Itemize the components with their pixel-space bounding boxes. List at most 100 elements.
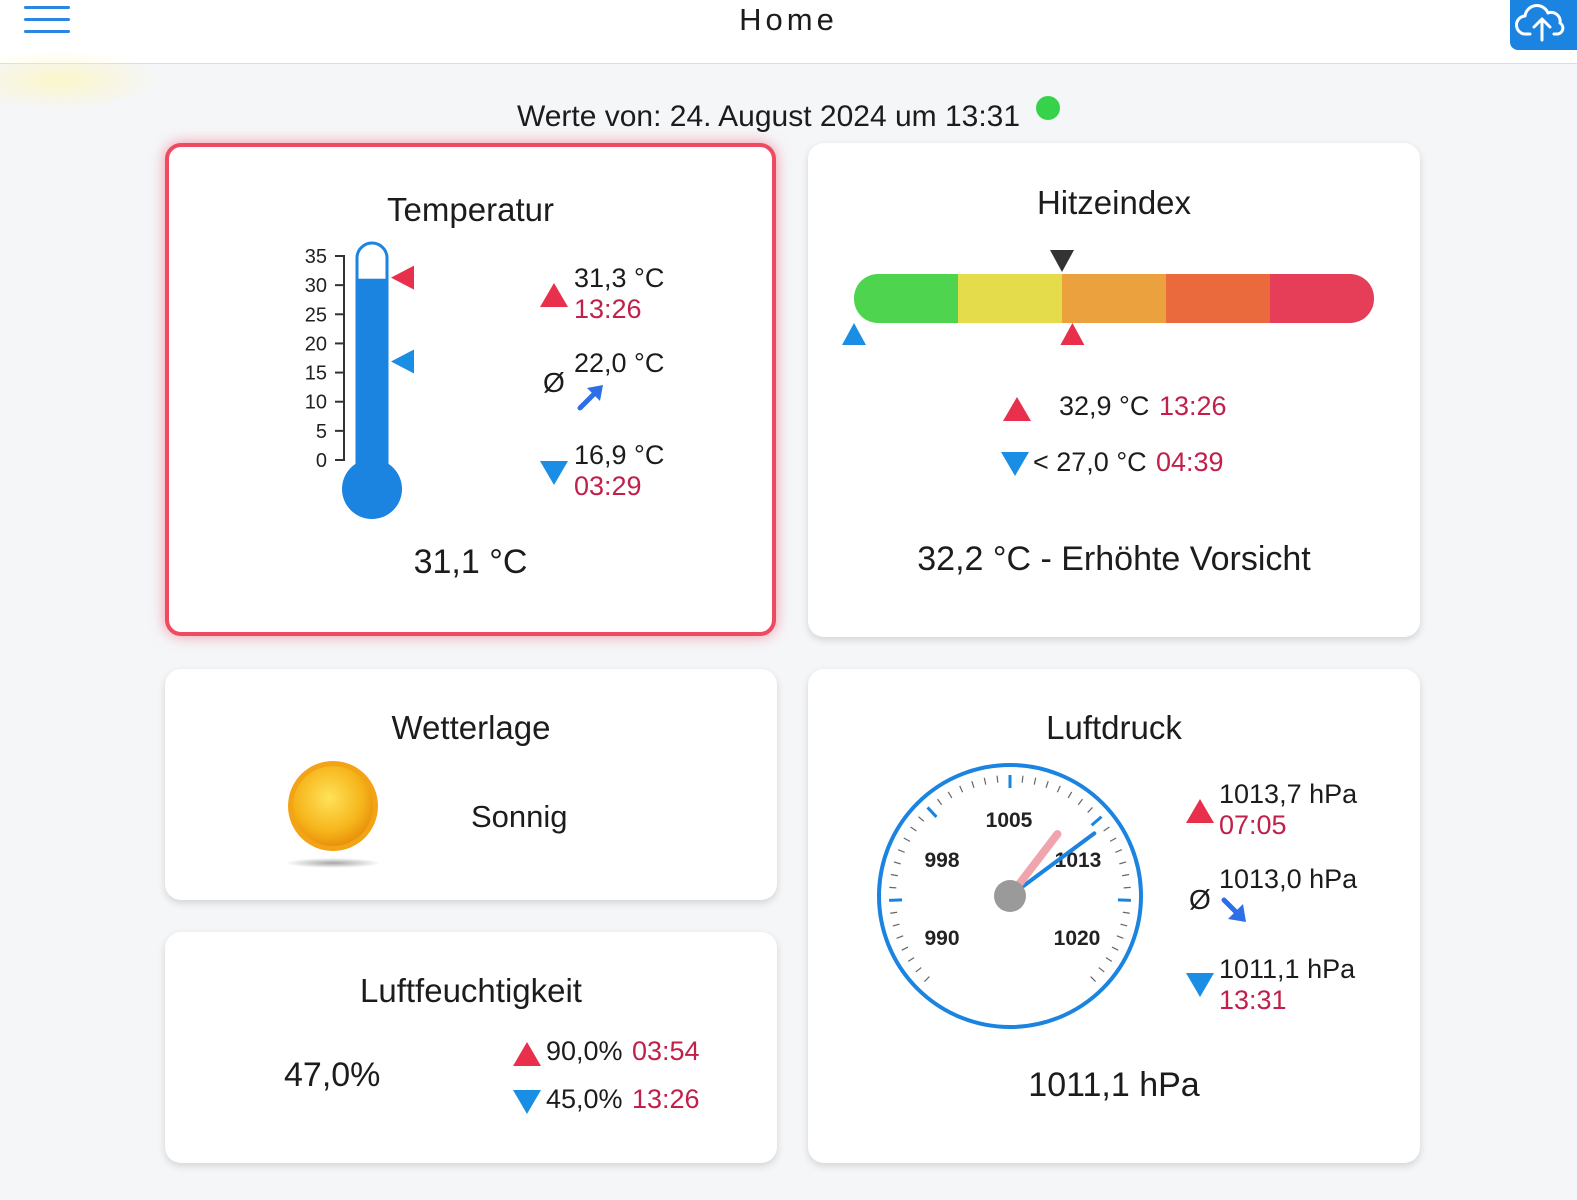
humidity-title: Luftfeuchtigkeit — [360, 972, 582, 1009]
gauge-tick — [1090, 976, 1096, 982]
scale-tick-label: 10 — [305, 392, 327, 414]
heat-index-max-time: 13:26 — [1159, 391, 1227, 421]
temperature-min-time: 03:29 — [574, 471, 642, 501]
gauge-tick — [897, 849, 905, 853]
heat-index-scale — [842, 250, 1374, 345]
gauge-tick — [915, 967, 922, 973]
menu-icon[interactable] — [24, 4, 70, 36]
gauge-tick — [971, 781, 975, 789]
gauge-tick — [890, 911, 898, 914]
gauge-label: 1020 — [1054, 927, 1101, 950]
humidity-current: 47,0% — [284, 1056, 381, 1094]
average-symbol: Ø — [543, 367, 565, 398]
temperature-avg-value: 22,0 °C — [574, 348, 665, 378]
gauge-tick — [1122, 873, 1130, 877]
heat-index-segment — [958, 274, 1063, 323]
scale-tick-label: 25 — [305, 304, 327, 326]
arrow-down-right-icon — [1221, 897, 1246, 922]
gauge-tick — [924, 976, 930, 982]
weather-condition: Sonnig — [471, 799, 568, 834]
max-arrow-icon — [513, 1042, 541, 1066]
thermometer: 35 30 25 20 15 10 5 0 — [305, 241, 414, 519]
gauge-label: 998 — [924, 849, 959, 872]
scale-tick-label: 30 — [305, 275, 327, 297]
temperature-current: 31,1 °C — [413, 543, 528, 581]
gauge-tick — [983, 777, 987, 785]
gauge-tick — [1087, 807, 1093, 813]
gauge-tick — [907, 957, 915, 962]
gauge-label: 990 — [924, 927, 959, 950]
status-line: Werte von: 24. August 2024 um 13:31 — [0, 96, 1577, 134]
arrow-up-right-icon — [577, 385, 603, 411]
pressure-current: 1011,1 hPa — [1028, 1066, 1200, 1104]
gauge-tick — [1077, 798, 1083, 806]
min-arrow-icon — [1001, 452, 1029, 476]
heat-index-segment — [1270, 274, 1374, 323]
weather-title: Wetterlage — [391, 709, 551, 746]
gauge-tick — [1103, 826, 1110, 832]
gauge-tick — [901, 946, 909, 951]
humidity-card[interactable]: Luftfeuchtigkeit 47,0% 90,0% 03:54 45,0%… — [165, 932, 777, 1163]
gauge-hub — [994, 880, 1026, 912]
pressure-max-value: 1013,7 hPa — [1219, 779, 1358, 809]
humidity-min-time: 13:26 — [632, 1084, 700, 1114]
decorative-glow — [0, 50, 160, 110]
gauge-tick — [1067, 791, 1073, 799]
gauge-tick — [1119, 861, 1127, 865]
gauge-tick — [1122, 911, 1130, 914]
heat-index-max-value: 32,9 °C — [1059, 391, 1150, 421]
heat-index-max-marker — [1060, 323, 1085, 345]
temperature-title: Temperatur — [387, 191, 554, 228]
heat-index-card[interactable]: Hitzeindex 32,9 °C 13:26 < 27,0 °C 04:39… — [808, 143, 1420, 637]
gauge-max-needle — [1008, 831, 1097, 898]
heat-index-segment — [854, 274, 959, 323]
pressure-min-time: 13:31 — [1219, 985, 1287, 1015]
gauge-tick — [959, 785, 964, 793]
gauge-tick — [910, 826, 917, 832]
temperature-card[interactable]: Temperatur 35 30 25 20 15 10 5 0 31,3 °C 13:26 … — [165, 143, 776, 636]
max-arrow-icon — [1003, 397, 1031, 421]
pressure-avg-value: 1013,0 hPa — [1219, 864, 1358, 894]
status-text: Werte von: 24. August 2024 um 13:31 — [516, 100, 1021, 133]
gauge-tick — [918, 816, 925, 822]
gauge-label: 1005 — [986, 809, 1033, 832]
gauge-tick — [893, 861, 901, 865]
gauge-tick — [1045, 781, 1049, 789]
pressure-gauge: 1005 998 1013 990 1020 — [877, 763, 1143, 1029]
scale-tick-label: 0 — [316, 450, 327, 472]
gauge-tick — [896, 935, 904, 939]
gauge-tick — [1116, 935, 1124, 939]
top-bar: Home — [0, 0, 1577, 64]
heat-index-title: Hitzeindex — [1036, 184, 1192, 221]
gauge-tick — [1120, 923, 1128, 927]
pressure-min-value: 1011,1 hPa — [1219, 954, 1356, 984]
gauge-tick — [1033, 777, 1037, 785]
status-indicator — [1036, 96, 1061, 120]
cloud-upload-icon[interactable] — [1510, 0, 1577, 50]
heat-index-min-time: 04:39 — [1156, 447, 1224, 477]
gauge-tick — [1056, 785, 1061, 793]
min-arrow-icon — [513, 1090, 541, 1114]
gauge-tick — [926, 806, 938, 818]
thermometer-bulb — [342, 459, 402, 519]
scale-tick-label: 35 — [305, 246, 327, 268]
max-arrow-icon — [540, 283, 568, 307]
thermometer-scale: 35 30 25 20 15 10 5 0 — [305, 246, 344, 472]
min-arrow-icon — [540, 461, 568, 485]
page-title: Home — [739, 2, 838, 37]
temperature-max-value: 31,3 °C — [574, 263, 665, 293]
heat-index-segment — [1166, 274, 1271, 323]
heat-index-current: 32,2 °C - Erhöhte Vorsicht — [917, 540, 1311, 578]
pressure-max-time: 07:05 — [1219, 810, 1287, 840]
average-symbol: Ø — [1189, 884, 1211, 915]
max-temperature-marker — [391, 265, 414, 290]
gauge-tick — [1109, 837, 1117, 842]
gauge-tick — [890, 873, 898, 877]
pressure-card[interactable]: Luftdruck 1005 998 1013 990 1020 1013,7 … — [808, 669, 1420, 1163]
humidity-max-value: 90,0% — [546, 1036, 623, 1066]
weather-card[interactable]: Wetterlage Sonnig — [165, 669, 777, 900]
scale-tick-label: 15 — [305, 363, 327, 385]
gauge-ticks — [889, 775, 1131, 982]
gauge-tick — [1021, 775, 1024, 783]
gauge-label: 1013 — [1055, 849, 1102, 872]
